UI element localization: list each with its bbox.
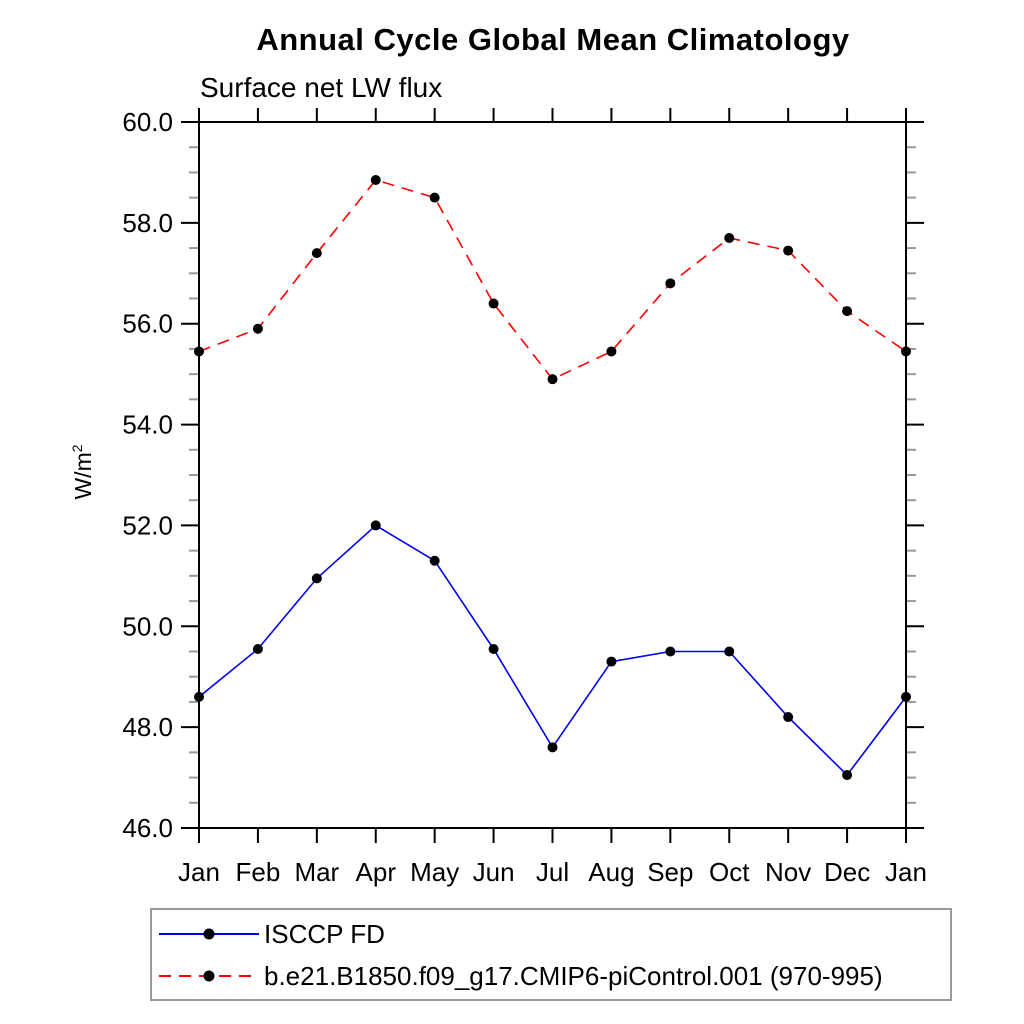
x-tick-label: Dec xyxy=(824,857,870,887)
x-tick-label: Sep xyxy=(647,857,693,887)
x-tick-label: Jun xyxy=(473,857,515,887)
x-tick-label: Jan xyxy=(178,857,220,887)
data-point-marker xyxy=(252,643,263,654)
x-tick-label: Feb xyxy=(236,857,281,887)
data-point-marker xyxy=(842,306,853,317)
data-point-marker xyxy=(665,278,676,289)
data-point-marker xyxy=(724,232,735,243)
data-point-marker xyxy=(194,346,204,357)
data-point-marker xyxy=(488,298,499,309)
series-markers-1 xyxy=(194,174,911,385)
series-line-1 xyxy=(198,179,907,381)
y-tick-label: 54.0 xyxy=(122,410,173,440)
y-tick-labels: 60.0 58.0 56.0 54.0 52.0 50.0 48.0 46.0 xyxy=(122,107,173,843)
x-tick-label: Oct xyxy=(709,857,750,887)
data-point-marker xyxy=(901,346,911,357)
data-point-marker xyxy=(370,174,381,185)
data-point-marker xyxy=(665,646,676,657)
legend-marker-dot-icon xyxy=(203,928,215,940)
data-point-marker xyxy=(547,742,558,753)
x-tick-label: Jan xyxy=(885,857,927,887)
data-point-marker xyxy=(901,691,911,702)
legend-line-sample-dashed xyxy=(159,970,259,982)
data-point-marker xyxy=(429,555,440,566)
y-tick-label: 48.0 xyxy=(122,712,173,742)
data-point-marker xyxy=(488,643,499,654)
data-point-marker xyxy=(311,573,322,584)
y-tick-label: 52.0 xyxy=(122,510,173,540)
data-point-marker xyxy=(783,245,794,256)
x-tick-label: Jul xyxy=(536,857,569,887)
chart-subtitle: Surface net LW flux xyxy=(200,72,443,103)
legend-label: b.e21.B1850.f09_g17.CMIP6-piControl.001 … xyxy=(264,960,883,991)
data-point-marker xyxy=(429,192,440,203)
legend-item-model-run: b.e21.B1850.f09_g17.CMIP6-piControl.001 … xyxy=(157,959,883,993)
y-tick-label: 60.0 xyxy=(122,107,173,137)
data-point-marker xyxy=(194,691,204,702)
x-tick-label: Aug xyxy=(588,857,634,887)
x-tick-label: Mar xyxy=(294,857,339,887)
data-point-marker xyxy=(370,520,381,531)
data-point-marker xyxy=(311,248,322,259)
x-tick-label: Nov xyxy=(765,857,811,887)
y-tick-label: 46.0 xyxy=(122,813,173,843)
x-tick-label: May xyxy=(410,857,459,887)
series-markers-0 xyxy=(194,520,911,781)
chart-title: Annual Cycle Global Mean Climatology xyxy=(256,22,850,57)
legend-box: ISCCP FD b.e21.B1850.f09_g17.CMIP6-piCon… xyxy=(150,908,952,1001)
legend-marker-dot-icon xyxy=(203,970,215,982)
y-tick-label: 50.0 xyxy=(122,611,173,641)
y-tick-label: 58.0 xyxy=(122,208,173,238)
y-tick-label: 56.0 xyxy=(122,309,173,339)
axis-ticks xyxy=(181,108,924,843)
data-point-marker xyxy=(252,323,263,334)
legend-item-isccp-fd: ISCCP FD xyxy=(157,917,385,951)
series-line-0 xyxy=(198,524,907,777)
x-tick-label: Apr xyxy=(356,857,397,887)
data-point-marker xyxy=(606,656,617,667)
data-point-marker xyxy=(842,770,853,781)
data-point-marker xyxy=(783,712,794,723)
plot-frame xyxy=(198,121,907,829)
x-tick-labels: Jan Feb Mar Apr May Jun Jul Aug Sep Oct Nov Dec Jan xyxy=(178,857,927,887)
legend-line-sample-solid xyxy=(159,928,259,940)
legend-label: ISCCP FD xyxy=(264,918,385,949)
data-point-marker xyxy=(547,374,558,385)
data-point-marker xyxy=(724,646,735,657)
data-point-marker xyxy=(606,346,617,357)
